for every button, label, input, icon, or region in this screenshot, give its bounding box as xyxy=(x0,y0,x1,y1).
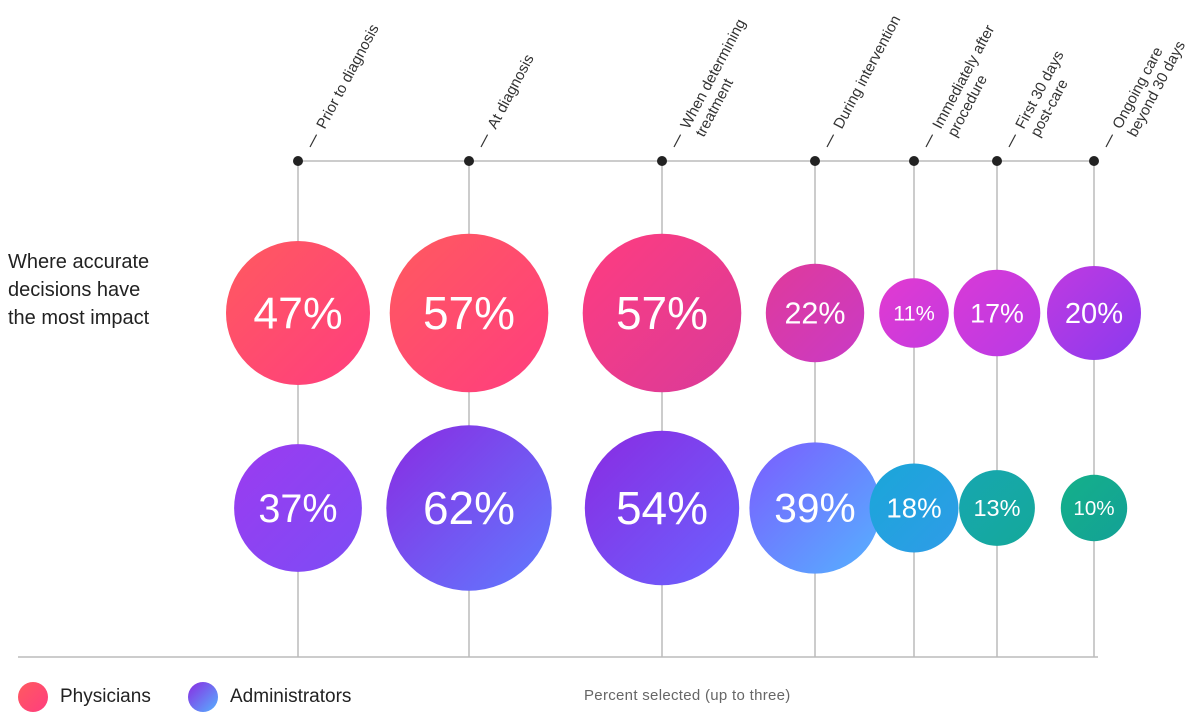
stage-dot xyxy=(909,156,919,166)
physicians-bubble xyxy=(879,278,949,348)
administrators-value-label: 62% xyxy=(423,482,515,534)
category-label-dash xyxy=(925,134,934,148)
physicians-value-label: 57% xyxy=(423,287,515,339)
physicians-value-label: 17% xyxy=(970,298,1024,328)
administrators-value-label: 37% xyxy=(258,487,337,531)
category-label: At diagnosis xyxy=(480,52,538,148)
legend-item-administrators: Administrators xyxy=(188,682,351,712)
legend-swatch-physicians xyxy=(18,682,48,712)
stage-dot xyxy=(1089,156,1099,166)
administrators-bubble xyxy=(386,425,552,591)
stage-dot xyxy=(657,156,667,166)
stage-dot xyxy=(810,156,820,166)
administrators-bubble xyxy=(1060,474,1128,542)
administrators-bubble xyxy=(959,470,1035,546)
row-label-line-2: decisions have xyxy=(8,279,141,301)
administrators-value-label: 39% xyxy=(774,485,855,531)
row-label: Where accurate decisions have the most i… xyxy=(8,248,178,332)
physicians-bubble xyxy=(765,263,865,363)
stage-dot xyxy=(293,156,303,166)
stage-dot xyxy=(992,156,1002,166)
administrators-bubble xyxy=(234,444,362,572)
administrators-value-label: 13% xyxy=(973,495,1020,521)
category-label: During intervention xyxy=(826,13,904,148)
category-labels: Prior to diagnosis At diagnosis When deter… xyxy=(309,13,1189,148)
physicians-value-label: 20% xyxy=(1065,298,1123,330)
x-axis-note: Percent selected (up to three) xyxy=(584,687,791,704)
category-label: Prior to diagnosis xyxy=(309,21,383,148)
stage-dot xyxy=(464,156,474,166)
physicians-bubble xyxy=(582,233,742,393)
physicians-bubble xyxy=(389,233,549,393)
physicians-bubble xyxy=(226,241,370,385)
category-label-dash xyxy=(309,134,318,148)
bubbles: 47% 57% 57% 22% 11% 17% 20% 37% 62% 54% 39% 18% 13% 1… xyxy=(226,233,1141,591)
administrators-bubble xyxy=(584,430,740,586)
administrators-bubble xyxy=(749,442,881,574)
physicians-bubble xyxy=(953,269,1041,357)
category-label-line: During intervention xyxy=(830,13,904,132)
category-label-dash xyxy=(1008,134,1017,148)
grid-lines xyxy=(18,156,1099,658)
physicians-bubble xyxy=(1047,266,1141,360)
physicians-value-label: 22% xyxy=(784,297,845,331)
administrators-bubble xyxy=(869,463,959,553)
administrators-value-label: 18% xyxy=(886,493,941,524)
row-label-line-1: Where accurate xyxy=(8,251,150,273)
administrators-value-label: 54% xyxy=(616,482,708,534)
administrators-value-label: 10% xyxy=(1073,497,1114,520)
legend-label-administrators: Administrators xyxy=(230,686,352,707)
category-label-dash xyxy=(826,134,835,148)
physicians-value-label: 47% xyxy=(253,290,342,339)
row-label-line-3: the most impact xyxy=(8,307,150,329)
category-label-dash xyxy=(1105,134,1114,148)
physicians-value-label: 57% xyxy=(616,287,708,339)
legend-item-physicians: Physicians xyxy=(18,682,151,712)
category-label-dash xyxy=(673,134,682,148)
category-label-line: At diagnosis xyxy=(484,52,537,132)
legend-label-physicians: Physicians xyxy=(60,686,151,707)
legend-swatch-administrators xyxy=(188,682,218,712)
category-label-line: Prior to diagnosis xyxy=(313,21,382,131)
category-label-dash xyxy=(480,134,489,148)
physicians-value-label: 11% xyxy=(893,301,935,326)
